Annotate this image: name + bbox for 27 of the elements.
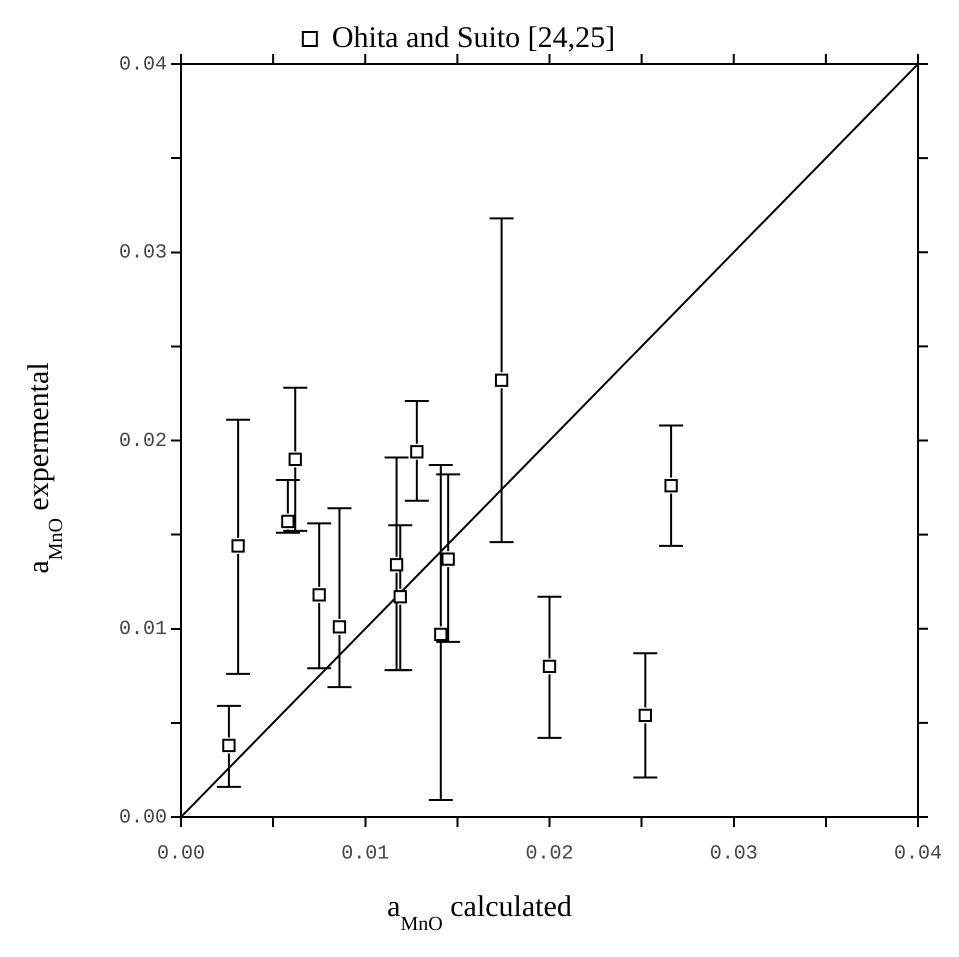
point — [442, 552, 455, 566]
point — [390, 558, 404, 572]
y-tick-label: 0.01 — [118, 618, 167, 642]
point — [231, 539, 245, 553]
legend-label: Ohita and Suito [24,25] — [332, 20, 616, 54]
point — [434, 628, 448, 642]
point — [542, 660, 556, 674]
point — [312, 588, 326, 602]
x-tick-label: 0.02 — [525, 842, 574, 866]
point — [288, 452, 302, 466]
y-tick-label: 0.02 — [118, 430, 167, 453]
x-axis-title: a$_{MnO}$ calculated — [386, 890, 573, 936]
y-tick-label: 0.00 — [118, 806, 167, 830]
point — [222, 738, 236, 752]
x-tick-label: 0.01 — [341, 842, 390, 866]
point — [664, 479, 678, 492]
point — [332, 620, 346, 634]
y-tick-label: 0.03 — [118, 242, 167, 265]
x-tick-label: 0.03 — [710, 842, 758, 866]
x-tick-label: 0.04 — [894, 842, 942, 866]
y-tick-label: 0.04 — [118, 53, 167, 76]
point — [394, 590, 407, 604]
x-tick-label: 0.00 — [156, 842, 206, 866]
point — [281, 514, 295, 528]
point — [410, 445, 424, 458]
point — [494, 374, 508, 387]
point — [638, 708, 652, 722]
